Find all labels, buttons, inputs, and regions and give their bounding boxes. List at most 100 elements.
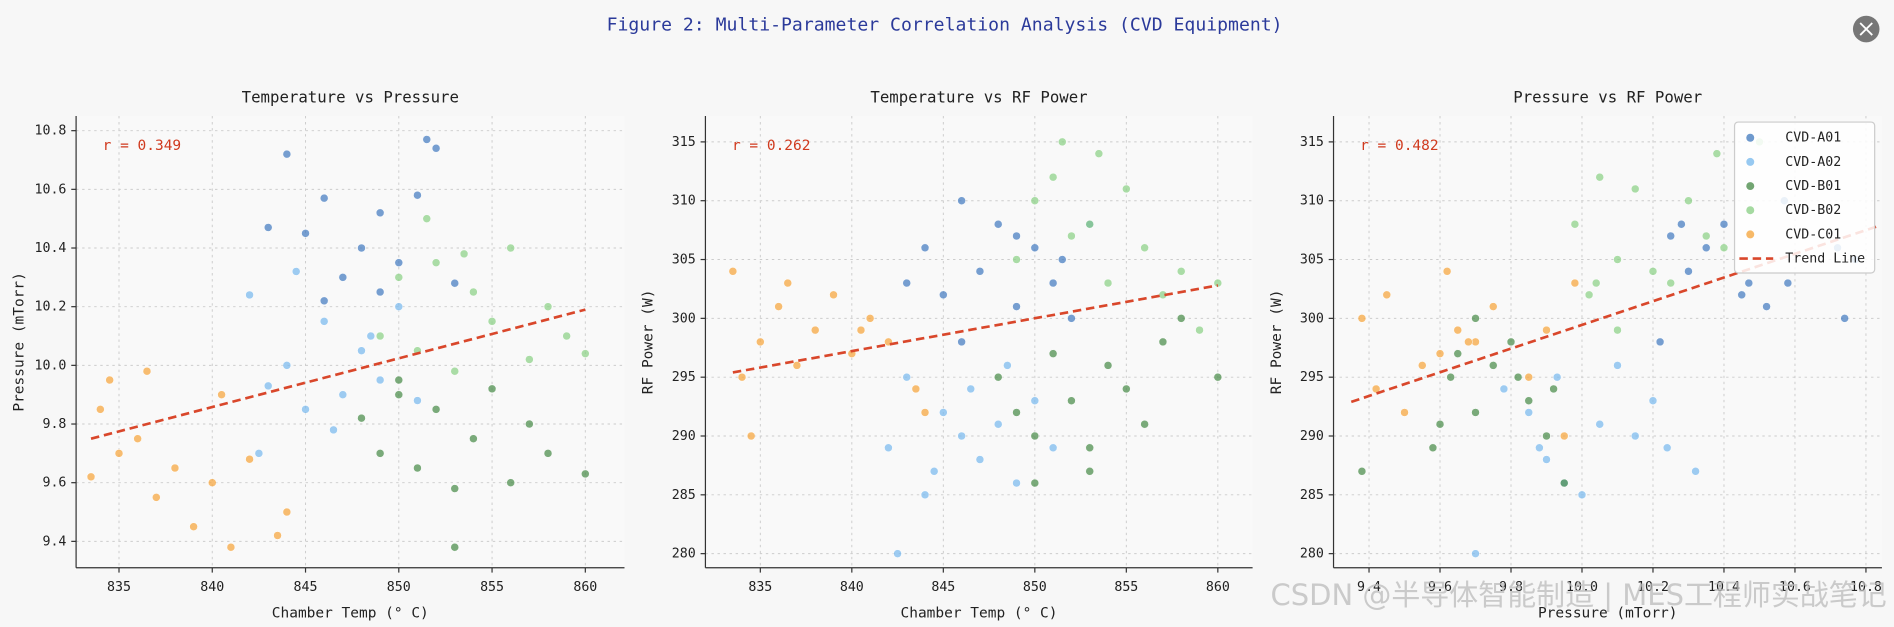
point xyxy=(1357,314,1367,323)
point xyxy=(338,390,348,399)
point xyxy=(506,243,515,253)
point xyxy=(1471,408,1480,417)
point xyxy=(543,449,553,458)
point xyxy=(394,258,404,267)
point xyxy=(1542,325,1551,335)
point xyxy=(1030,243,1040,252)
point xyxy=(1471,337,1480,347)
point xyxy=(366,331,376,341)
point xyxy=(1684,267,1693,276)
point xyxy=(1012,302,1021,311)
point xyxy=(1524,408,1533,417)
legend-marker xyxy=(1746,182,1755,191)
x-tick-label: 850 xyxy=(387,580,411,595)
point xyxy=(1701,231,1711,241)
point xyxy=(413,396,422,405)
point xyxy=(939,290,948,300)
point xyxy=(1691,467,1700,476)
point xyxy=(893,549,902,558)
point xyxy=(1464,337,1473,347)
x-tick-label: 840 xyxy=(840,580,864,595)
point xyxy=(450,484,459,493)
point xyxy=(1613,361,1622,370)
annotation: r = 0.349 xyxy=(103,138,181,154)
point xyxy=(1552,372,1562,382)
point xyxy=(1435,349,1445,358)
point xyxy=(1012,478,1021,488)
x-tick-label: 835 xyxy=(748,580,772,595)
y-tick-label: 305 xyxy=(672,253,696,268)
y-tick-label: 285 xyxy=(1300,488,1324,503)
point xyxy=(756,337,765,347)
point xyxy=(431,144,441,153)
y-tick-label: 300 xyxy=(1300,311,1324,326)
point xyxy=(1140,420,1149,429)
point xyxy=(263,381,273,391)
point xyxy=(1471,549,1480,558)
point xyxy=(1489,302,1498,311)
point xyxy=(1122,384,1131,394)
point xyxy=(746,431,756,441)
point xyxy=(282,507,292,517)
point xyxy=(581,469,590,479)
y-tick-label: 9.8 xyxy=(42,417,66,432)
point xyxy=(957,431,966,441)
point xyxy=(975,455,985,464)
y-tick-label: 10.2 xyxy=(34,300,66,315)
point xyxy=(245,454,254,464)
point xyxy=(357,243,366,253)
point xyxy=(865,314,875,323)
point xyxy=(263,223,273,232)
point xyxy=(957,337,966,347)
point xyxy=(245,290,254,300)
plot-area xyxy=(76,116,625,568)
point xyxy=(810,325,820,335)
chart-title: Temperature vs RF Power xyxy=(870,87,1087,106)
x-tick-label: 850 xyxy=(1023,580,1047,595)
point xyxy=(1648,267,1658,276)
y-tick-label: 10.6 xyxy=(34,182,66,197)
point xyxy=(993,372,1003,382)
point xyxy=(1549,384,1558,394)
point xyxy=(422,214,431,223)
point xyxy=(301,405,310,414)
point xyxy=(1840,314,1849,323)
point xyxy=(1048,278,1058,288)
point xyxy=(1067,314,1076,323)
point xyxy=(1613,325,1622,335)
point xyxy=(1085,467,1094,476)
point xyxy=(1655,337,1665,347)
chart-title: Temperature vs Pressure xyxy=(242,87,459,106)
point xyxy=(1030,396,1040,405)
point xyxy=(562,331,571,341)
y-tick-label: 285 xyxy=(672,488,696,503)
point xyxy=(282,149,292,159)
point xyxy=(911,384,921,394)
point xyxy=(1595,420,1604,429)
point xyxy=(1613,255,1622,264)
point xyxy=(1213,372,1223,382)
point xyxy=(1382,290,1391,300)
point xyxy=(1631,184,1640,194)
point xyxy=(1513,372,1523,382)
point xyxy=(1067,231,1076,241)
point xyxy=(993,420,1003,429)
point xyxy=(728,267,738,276)
point xyxy=(96,405,105,414)
y-tick-label: 9.4 xyxy=(42,534,66,549)
point xyxy=(431,258,441,267)
point xyxy=(525,355,534,364)
point xyxy=(1453,349,1462,358)
point xyxy=(226,543,236,552)
point xyxy=(1428,443,1438,452)
close-icon xyxy=(1859,22,1873,36)
point xyxy=(1524,372,1533,382)
point xyxy=(1048,443,1058,452)
point xyxy=(375,449,385,458)
point xyxy=(459,249,469,259)
point xyxy=(1560,431,1569,441)
point xyxy=(394,302,404,311)
point xyxy=(329,425,338,435)
legend-marker xyxy=(1746,230,1755,239)
